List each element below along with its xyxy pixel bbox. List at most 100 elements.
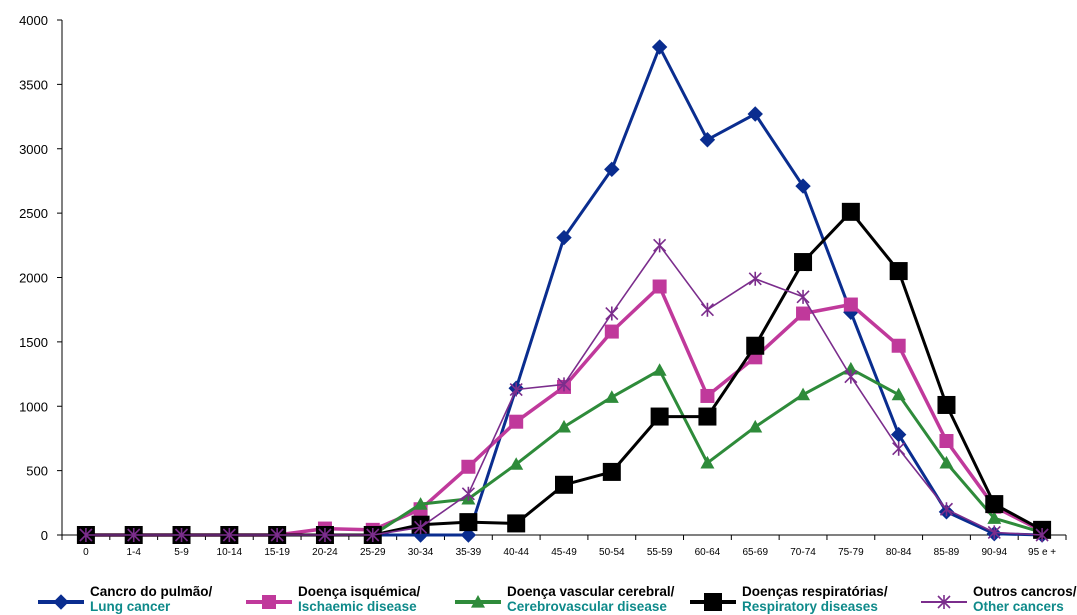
legend-label-en: Cerebrovascular disease [507, 599, 667, 614]
y-tick-label: 1000 [19, 399, 48, 414]
x-tick-label: 95 e + [1028, 547, 1056, 558]
data-point [460, 527, 477, 543]
data-point [699, 132, 716, 148]
series-1 [78, 39, 1050, 543]
legend-label: Cancro do pulmão/ [90, 584, 213, 599]
x-tick-label: 35-39 [456, 547, 482, 558]
y-tick-label: 1500 [19, 335, 48, 350]
data-point [794, 253, 813, 272]
data-point [509, 457, 524, 470]
x-tick-label: 50-54 [599, 547, 625, 558]
series-5 [79, 238, 1049, 542]
data-point [557, 377, 571, 392]
x-tick-label: 30-34 [408, 547, 434, 558]
legend-swatch-marker [53, 594, 69, 610]
y-axis-ticks: 0 500 1000 1500 2000 2500 3000 3500 4000 [19, 13, 62, 543]
legend-label-en: Ischaemic disease [298, 599, 417, 614]
legend-swatch-marker [471, 595, 485, 608]
data-point [796, 387, 811, 401]
series-2 [78, 279, 1050, 542]
data-point [461, 486, 475, 501]
data-point [318, 528, 332, 542]
y-tick-label: 3500 [19, 77, 48, 92]
series-group [76, 39, 1052, 544]
series-4 [76, 202, 1052, 544]
x-tick-label: 25-29 [360, 547, 386, 558]
x-tick-label: 40-44 [503, 547, 529, 558]
legend-label: Doença isquémica/ [298, 584, 421, 599]
data-point [795, 178, 811, 194]
data-point [604, 390, 619, 403]
series-line [85, 284, 1043, 537]
legend-swatch-marker [704, 593, 722, 611]
x-tick-label: 0 [83, 547, 89, 558]
data-point [844, 369, 858, 384]
x-tick-label: 45-49 [551, 547, 577, 558]
data-point [987, 511, 1002, 524]
data-point [841, 202, 860, 221]
data-point [461, 459, 476, 474]
data-point [507, 514, 526, 533]
x-tick-label: 90-94 [981, 547, 1007, 558]
data-point [700, 455, 715, 469]
data-point [509, 382, 523, 397]
data-point [748, 419, 763, 433]
data-point [653, 238, 667, 253]
data-point [605, 306, 619, 321]
data-point [843, 297, 858, 312]
data-point [222, 528, 236, 542]
data-point [459, 513, 478, 532]
x-tick-label: 55-59 [647, 547, 673, 558]
axes [61, 20, 1066, 536]
legend-item: Cancro do pulmão/Lung cancer [38, 584, 213, 614]
data-point [746, 336, 765, 355]
data-point [985, 495, 1004, 514]
legend-swatch-marker [262, 595, 276, 609]
x-tick-label: 5-9 [174, 547, 189, 558]
x-tick-label: 1-4 [126, 547, 141, 558]
data-point [748, 271, 762, 286]
data-point [557, 419, 571, 433]
legend-swatch-marker [937, 595, 951, 609]
data-point [79, 528, 93, 542]
data-point [700, 302, 714, 317]
data-point [939, 455, 954, 469]
data-point [700, 388, 715, 403]
data-point [796, 306, 811, 321]
data-point [602, 462, 621, 481]
data-point [604, 324, 619, 339]
x-tick-label: 15-19 [264, 547, 290, 558]
data-point [892, 441, 906, 456]
legend: Cancro do pulmão/Lung cancer Doença isqué… [38, 584, 1077, 614]
data-point [414, 520, 428, 535]
data-point [698, 407, 717, 426]
data-point [366, 528, 380, 542]
y-tick-label: 3000 [19, 142, 48, 157]
data-point [652, 279, 667, 294]
data-point [937, 395, 956, 414]
legend-label: Doença vascular cerebral/ [507, 584, 675, 599]
x-tick-label: 65-69 [742, 547, 768, 558]
x-tick-label: 80-84 [886, 547, 912, 558]
data-point [939, 502, 954, 517]
data-point [939, 434, 954, 449]
data-point [509, 414, 524, 429]
x-tick-label: 70-74 [790, 547, 816, 558]
data-point [604, 161, 620, 178]
legend-item: Doença isquémica/Ischaemic disease [246, 584, 421, 614]
data-point [127, 528, 141, 542]
x-tick-label: 85-89 [934, 547, 960, 558]
legend-item: Doenças respiratórias/Respiratory diseas… [690, 584, 888, 614]
legend-item: Doença vascular cerebral/Cerebrovascular… [455, 584, 675, 614]
legend-label: Doenças respiratórias/ [742, 584, 888, 599]
data-point [747, 106, 763, 122]
data-point [987, 525, 1001, 540]
y-tick-label: 4000 [19, 13, 48, 28]
x-axis-ticks: 0 1-4 5-9 10-14 15-19 20-24 25-29 30-34 35-39 40-… [61, 535, 1067, 558]
data-point [889, 262, 908, 281]
data-point [650, 407, 669, 426]
legend-label-en: Lung cancer [90, 599, 171, 614]
data-point [652, 363, 667, 376]
data-point [891, 338, 906, 353]
